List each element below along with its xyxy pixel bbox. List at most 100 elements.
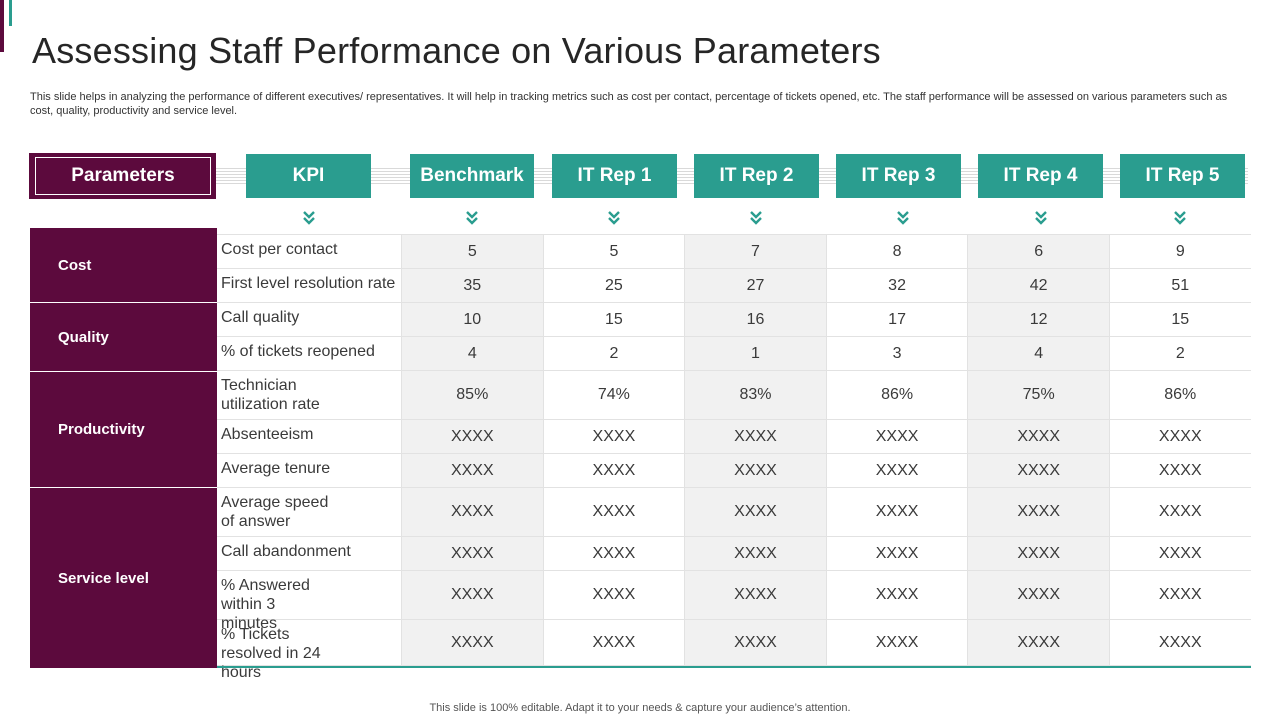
table-cell: XXXX (401, 488, 543, 536)
table-cell: XXXX (967, 537, 1109, 570)
table-cell: 10 (401, 303, 543, 336)
table-cell: 7 (684, 235, 826, 268)
table-cell: XXXX (401, 420, 543, 453)
chevron-down-icon (303, 211, 315, 225)
table-cell: XXXX (1108, 454, 1251, 487)
chevron-down-icon (608, 211, 620, 225)
table-cell: 17 (825, 303, 968, 336)
group-service-level: Service level (30, 487, 217, 668)
table-cell: XXXX (542, 537, 685, 570)
table-row: First level resolution rate 35 25 27 32 42 51 (217, 269, 1251, 303)
table-cell: XXXX (825, 620, 968, 665)
accent-bar (0, 0, 4, 52)
group-quality: Quality (30, 302, 217, 371)
table-cell: XXXX (401, 620, 543, 665)
table-row: Call abandonment XXXX XXXX XXXX XXXX XXXX XXXX (217, 537, 1251, 571)
kpi-label: First level resolution rate (221, 275, 396, 292)
kpi-label: Cost per contact (221, 241, 338, 258)
table-cell: XXXX (542, 420, 685, 453)
table-cell: 4 (401, 337, 543, 370)
table-cell: 5 (542, 235, 685, 268)
kpi-label: Average tenure (221, 460, 331, 477)
kpi-label: Call abandonment (221, 543, 351, 560)
table-cell: XXXX (684, 537, 826, 570)
table-cell: 5 (401, 235, 543, 268)
group-cost: Cost (30, 228, 217, 302)
chevron-down-icon (750, 211, 762, 225)
header-it-rep-5: IT Rep 5 (1120, 154, 1245, 198)
parameters-header (29, 153, 216, 199)
table-cell: XXXX (967, 571, 1109, 619)
table-cell: 6 (967, 235, 1109, 268)
table-row: Absenteeism XXXX XXXX XXXX XXXX XXXX XXXX (217, 420, 1251, 454)
kpi-label: Technician utilization rate (221, 377, 320, 413)
slide-description: This slide helps in analyzing the perfor… (30, 91, 1228, 117)
table-cell: XXXX (1108, 537, 1251, 570)
kpi-label: Average speed of answer (221, 494, 329, 530)
table-cell: 32 (825, 269, 968, 302)
table-cell: 25 (542, 269, 685, 302)
table-cell: 1 (684, 337, 826, 370)
table-bottom-border (217, 666, 1251, 668)
table-cell: XXXX (1108, 420, 1251, 453)
table-cell: 12 (967, 303, 1109, 336)
table-cell: XXXX (401, 454, 543, 487)
table-cell: XXXX (542, 454, 685, 487)
table-cell: XXXX (401, 537, 543, 570)
table-cell: XXXX (1108, 620, 1251, 665)
accent-bar-teal (9, 0, 12, 26)
table-row: Average speed of answer XXXX XXXX XXXX XXXX X… (217, 488, 1251, 537)
header-it-rep-4: IT Rep 4 (978, 154, 1103, 198)
chevron-down-icon (1035, 211, 1047, 225)
header-benchmark: Benchmark (410, 154, 534, 198)
table-cell: XXXX (542, 571, 685, 619)
table-cell: 2 (542, 337, 685, 370)
table-cell: 4 (967, 337, 1109, 370)
table-row: Average tenure XXXX XXXX XXXX XXXX XXXX XXXX (217, 454, 1251, 488)
table-cell: 42 (967, 269, 1109, 302)
table-cell: 75% (967, 371, 1109, 419)
kpi-label: % Tickets resolved in 24 hours (221, 626, 321, 681)
table-cell: XXXX (967, 454, 1109, 487)
table-cell: 74% (542, 371, 685, 419)
kpi-label: Call quality (221, 309, 300, 326)
header-it-rep-2: IT Rep 2 (694, 154, 819, 198)
table-cell: 86% (1108, 371, 1251, 419)
header-it-rep-3: IT Rep 3 (836, 154, 961, 198)
table-row: % of tickets reopened 4 2 1 3 4 2 (217, 337, 1251, 371)
table-cell: XXXX (542, 488, 685, 536)
table-cell: 51 (1108, 269, 1251, 302)
kpi-label: Absenteeism (221, 426, 314, 443)
table-cell: XXXX (825, 488, 968, 536)
table-row: % Tickets resolved in 24 hours XXXX XXXX XX… (217, 620, 1251, 681)
table-cell: 2 (1108, 337, 1251, 370)
table-cell: 27 (684, 269, 826, 302)
kpi-label: % of tickets reopened (221, 343, 375, 360)
table-cell: 15 (1108, 303, 1251, 336)
header-kpi: KPI (246, 154, 371, 198)
table-row: Call quality 10 15 16 17 12 15 (217, 303, 1251, 337)
table-cell: 86% (825, 371, 968, 419)
table-top-border (217, 234, 1251, 235)
slide-title: Assessing Staff Performance on Various P… (32, 30, 881, 71)
table-cell: XXXX (401, 571, 543, 619)
table-cell: 83% (684, 371, 826, 419)
table-cell: 16 (684, 303, 826, 336)
table-cell: XXXX (1108, 571, 1251, 619)
table-row: Technician utilization rate 85% 74% 83% 86% 7… (217, 371, 1251, 420)
table-cell: XXXX (684, 420, 826, 453)
table-cell: XXXX (825, 537, 968, 570)
header-it-rep-1: IT Rep 1 (552, 154, 677, 198)
table-cell: XXXX (825, 571, 968, 619)
slide-footer: This slide is 100% editable. Adapt it to… (429, 702, 851, 714)
table-cell: 3 (825, 337, 968, 370)
table-row: Cost per contact 5 5 7 8 6 9 (217, 235, 1251, 269)
table-cell: XXXX (967, 620, 1109, 665)
table-cell: XXXX (967, 420, 1109, 453)
kpi-label: % Answered within 3 minutes (221, 577, 310, 632)
table-cell: XXXX (684, 571, 826, 619)
table-cell: 85% (401, 371, 543, 419)
table-cell: XXXX (825, 420, 968, 453)
group-productivity: Productivity (30, 371, 217, 487)
table-cell: XXXX (542, 620, 685, 665)
